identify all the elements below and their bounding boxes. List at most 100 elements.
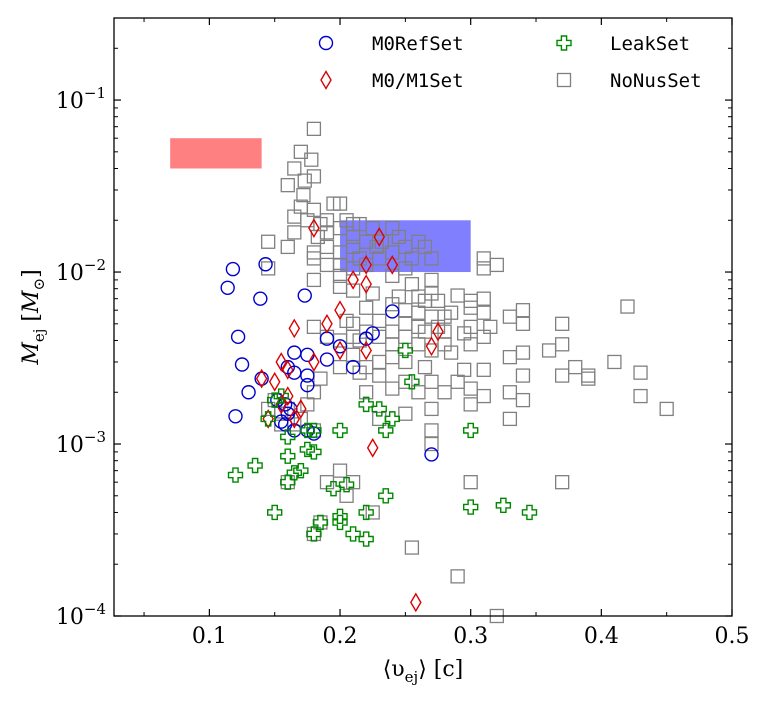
point-nonusset-24	[319, 225, 335, 240]
legend: NoNusSet M0RefSet M0/M1Set LeakSet	[318, 33, 702, 92]
axis-ticks: 0.1 0.2 0.3 0.4 0.5 10−4 10−3 10−2 10−1	[56, 17, 750, 649]
point-m0-m1set-17	[255, 368, 268, 389]
point-m0-m1set-9	[432, 321, 444, 342]
point-m0-m1set-3	[386, 255, 399, 275]
point-leakset-16	[260, 411, 276, 427]
point-leakset-27	[495, 497, 512, 514]
x-tick-label: 0.3	[453, 624, 488, 649]
point-nonusset-169	[339, 488, 354, 503]
point-nonusset-58	[404, 277, 420, 292]
point-m0-m1set-5	[360, 274, 372, 295]
point-m0-m1set-20	[295, 399, 307, 419]
point-nonusset-92	[385, 324, 400, 339]
point-nonusset-1	[293, 144, 308, 159]
point-nonusset-116	[398, 354, 413, 370]
point-m0-m1set-19	[275, 394, 288, 415]
point-nonusset-101	[306, 319, 322, 335]
point-leakset-33	[358, 531, 374, 547]
point-nonusset-27	[374, 234, 389, 249]
point-leakset-9	[299, 422, 316, 439]
point-m0-m1set-15	[281, 359, 294, 380]
point-m0refset-3	[253, 291, 268, 306]
point-nonusset-71	[359, 300, 374, 315]
x-axis-label: ⟨υej⟩ [c]	[383, 657, 464, 686]
point-leakset-13	[280, 448, 296, 464]
point-nonusset-122	[568, 359, 583, 375]
point-nonusset-43	[424, 251, 439, 266]
point-m0refset-20	[241, 385, 256, 400]
point-leakset-2	[358, 396, 374, 413]
point-nonusset-55	[332, 268, 348, 284]
point-leakset-28	[521, 504, 538, 521]
point-nonusset-118	[417, 359, 433, 375]
point-m0refset-5	[230, 329, 246, 345]
point-nonusset-140	[502, 385, 518, 400]
point-nonusset-105	[411, 337, 426, 352]
point-nonusset-131	[502, 349, 518, 365]
point-m0-m1set-2	[360, 255, 372, 275]
point-leakset-15	[267, 392, 283, 408]
legend-marker-m0-m1set	[320, 70, 332, 90]
point-nonusset-89	[515, 316, 531, 331]
point-leakset-4	[384, 411, 400, 427]
point-nonusset-125	[633, 365, 648, 380]
point-leakset-3	[371, 401, 387, 417]
point-nonusset-36	[261, 234, 276, 249]
point-leakset-7	[462, 422, 479, 439]
point-nonusset-111	[424, 343, 439, 358]
point-leakset-23	[338, 477, 355, 493]
point-nonusset-53	[489, 257, 504, 273]
y-tick-label: 10−1	[56, 84, 106, 114]
point-nonusset-5	[297, 173, 312, 188]
point-nonusset-108	[554, 337, 570, 352]
point-m0-m1set-12	[360, 340, 372, 361]
legend-marker-nonusset	[556, 72, 572, 88]
point-nonusset-170	[365, 505, 380, 520]
point-nonusset-54	[385, 268, 400, 284]
point-nonusset-143	[411, 385, 426, 400]
point-nonusset-130	[620, 299, 635, 314]
point-nonusset-109	[541, 343, 557, 358]
point-nonusset-141	[515, 392, 531, 408]
point-nonusset-132	[332, 359, 348, 375]
point-nonusset-115	[345, 347, 361, 362]
point-nonusset-60	[345, 283, 361, 298]
point-nonusset-51	[476, 251, 491, 266]
point-leakset-25	[358, 504, 374, 521]
point-m0-m1set-22	[288, 409, 301, 429]
point-nonusset-48	[345, 261, 361, 276]
plot-frame	[113, 17, 733, 617]
point-nonusset-90	[554, 316, 570, 331]
point-leakset-6	[332, 422, 348, 439]
y-axis-label: Mej [M⊙]	[19, 269, 48, 365]
point-nonusset-174	[404, 540, 420, 555]
point-nonusset-112	[443, 345, 459, 360]
point-m0-m1set-0	[308, 218, 320, 239]
point-m0refset-13	[234, 357, 250, 372]
point-nonusset-65	[450, 288, 465, 303]
point-nonusset-123	[581, 368, 596, 383]
point-nonusset-126	[659, 401, 674, 417]
point-nonusset-144	[437, 385, 452, 400]
point-m0-m1set-7	[321, 313, 333, 334]
point-m0refset-0	[225, 261, 241, 277]
point-m0-m1set-1	[373, 227, 386, 247]
point-leakset-32	[345, 526, 361, 542]
point-nonusset-127	[633, 388, 648, 404]
point-m0refset-21	[300, 377, 315, 393]
point-nonusset-166	[332, 463, 348, 478]
point-m0-m1set-6	[334, 300, 346, 321]
x-tick-label: 0.2	[323, 624, 358, 649]
point-nonusset-52	[476, 261, 491, 276]
point-nonusset-84	[398, 316, 413, 331]
point-nonusset-110	[515, 345, 531, 360]
point-m0-m1set-21	[262, 409, 274, 429]
point-nonusset-0	[306, 121, 322, 137]
point-m0refset-6	[385, 304, 400, 319]
point-nonusset-136	[424, 374, 439, 389]
point-m0-m1set-11	[334, 340, 346, 361]
point-nonusset-175	[450, 569, 465, 584]
point-leakset-20	[293, 462, 309, 479]
point-nonusset-147	[424, 401, 439, 417]
point-nonusset-138	[463, 381, 478, 396]
